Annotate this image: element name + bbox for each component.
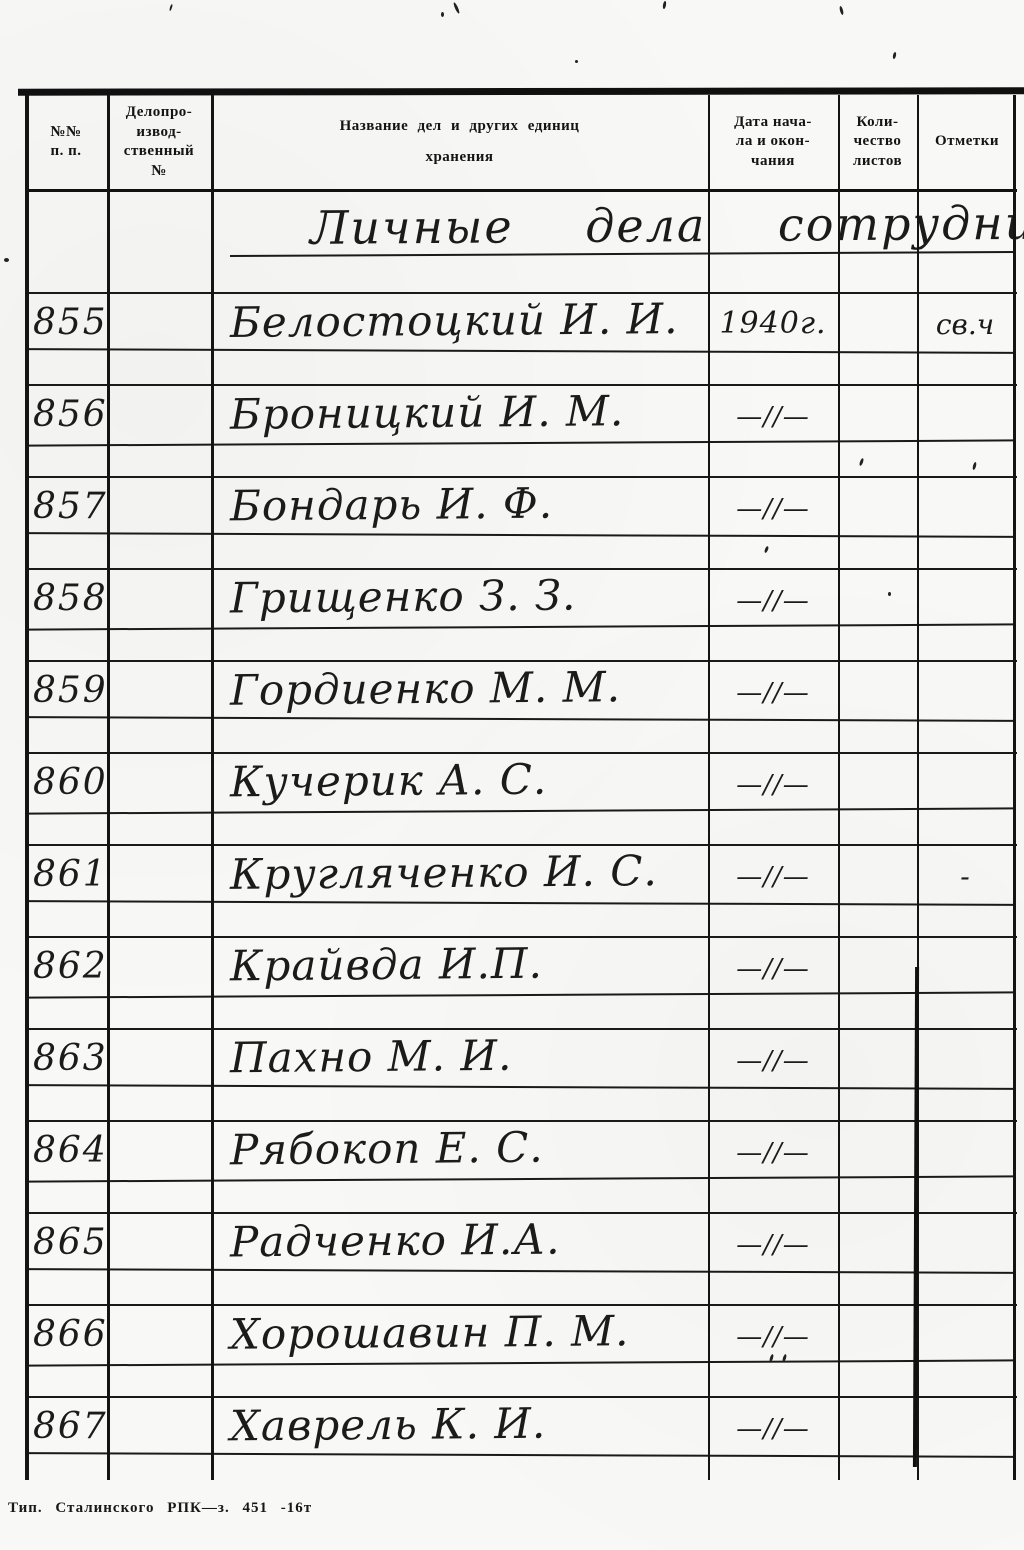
table-left-border [25, 95, 29, 1480]
header-record-number: Делопро- извод- ственный № [123, 104, 195, 179]
row-rule [26, 716, 1016, 722]
row-rule [26, 1084, 1016, 1090]
row-name: Хорошавин П. М. [229, 1306, 630, 1359]
row-number: 859 [33, 670, 108, 711]
row-name: Пахно М. И. [229, 1030, 513, 1083]
row-number: 862 [33, 946, 108, 987]
table-row: 859 Гордиенко М. М. —//— [25, 660, 1017, 752]
row-name: Гордиенко М. М. [229, 662, 622, 715]
row-name: Хаврель К. И. [229, 1398, 547, 1451]
column-divider [107, 95, 110, 1480]
row-number: 866 [33, 1314, 108, 1355]
row-rule [27, 991, 1015, 999]
row-marks: - [960, 860, 970, 893]
row-date: —//— [736, 1322, 810, 1352]
section-title-row: Личные дела сотрудников [25, 192, 1024, 292]
table-right-border [1013, 95, 1016, 1480]
scan-speck [441, 12, 444, 17]
row-rule [27, 623, 1015, 631]
table-row: 861 Кругляченко И. С. —//— - [25, 844, 1017, 936]
row-rule [26, 348, 1016, 354]
table-row: 858 Грищенко З. З. —//— [25, 568, 1017, 660]
row-date: —//— [736, 1138, 810, 1168]
row-date: —//— [736, 770, 810, 800]
table-row: 857 Бондарь И. Ф. —//— [25, 476, 1017, 568]
row-rule [26, 1268, 1016, 1274]
row-name: Крайвда И.П. [229, 938, 544, 991]
scan-speck [575, 60, 578, 63]
column-divider [708, 95, 710, 1480]
table-row: 856 Броницкий И. М. —//— [25, 384, 1017, 476]
row-number: 860 [33, 762, 108, 803]
table-row: 866 Хорошавин П. М. —//— [25, 1304, 1017, 1396]
header-number: №№ п. п. [50, 123, 82, 160]
row-date: —//— [736, 862, 810, 892]
print-shop-imprint: Тип. Сталинского РПК—з. 451 -16т [8, 1500, 313, 1516]
row-date: —//— [736, 402, 810, 432]
row-date: —//— [736, 586, 810, 616]
row-date: 1940г. [719, 306, 827, 341]
row-name: Рябокоп Е. С. [229, 1122, 544, 1175]
header-date: Дата нача- ла и окон- чания [734, 113, 812, 169]
row-name: Кругляченко И. С. [229, 846, 658, 899]
row-name: Броницкий И. М. [229, 386, 625, 439]
column-divider [917, 95, 919, 1480]
row-number: 867 [33, 1406, 108, 1447]
scan-speck [892, 51, 897, 60]
scan-speck [888, 592, 891, 596]
row-rule [27, 439, 1015, 447]
row-name: Кучерик А. С. [229, 754, 548, 807]
row-name: Грищенко З. З. [229, 570, 577, 623]
row-rule [27, 1359, 1015, 1367]
row-rule [26, 900, 1016, 906]
row-number: 865 [33, 1222, 108, 1263]
row-number: 863 [33, 1038, 108, 1079]
table-row: 864 Рябокоп Е. С. —//— [25, 1120, 1017, 1212]
column-divider [211, 95, 214, 1480]
scan-speck [452, 1, 461, 15]
row-date: —//— [736, 954, 810, 984]
row-date: —//— [736, 1230, 810, 1260]
scan-speck [662, 0, 667, 10]
table-header: №№ п. п. Делопро- извод- ственный № Назв… [25, 95, 1017, 192]
row-date: —//— [736, 1046, 810, 1076]
row-rule [27, 807, 1015, 815]
header-marks: Отметки [934, 133, 1000, 150]
table-row: 863 Пахно М. И. —//— [25, 1028, 1017, 1120]
header-sheet-count: Коли- чество листов [852, 113, 903, 169]
row-name: Белостоцкий И. И. [229, 294, 679, 347]
row-date: —//— [736, 678, 810, 708]
row-number: 864 [33, 1130, 108, 1171]
scan-speck [168, 3, 174, 12]
inventory-table: №№ п. п. Делопро- извод- ственный № Назв… [25, 95, 1024, 1480]
scan-speck [838, 5, 845, 16]
row-name: Бондарь И. Ф. [229, 478, 554, 531]
row-number: 858 [33, 578, 108, 619]
row-rule [26, 532, 1016, 538]
table-row: 862 Крайвда И.П. —//— [25, 936, 1017, 1028]
row-date: —//— [736, 494, 810, 524]
header-title: Название дел и других единиц хранения [339, 117, 580, 166]
row-number: 856 [33, 394, 108, 435]
column-divider [838, 95, 840, 1480]
row-rule [26, 1452, 1016, 1458]
row-number: 861 [33, 854, 108, 895]
scan-speck [4, 258, 9, 262]
row-number: 857 [33, 486, 108, 527]
row-number: 855 [33, 302, 108, 343]
row-marks: св.ч [935, 308, 995, 341]
row-name: Радченко И.А. [229, 1214, 561, 1267]
table-row: 860 Кучерик А. С. —//— [25, 752, 1017, 844]
table-row: 867 Хаврель К. И. —//— [25, 1396, 1017, 1488]
table-row: 855 Белостоцкий И. И. 1940г. св.ч [25, 292, 1017, 384]
table-body: Личные дела сотрудников 855 Белостоцкий … [25, 192, 1024, 1488]
row-date: —//— [736, 1414, 810, 1444]
row-rule [27, 1175, 1015, 1183]
table-row: 865 Радченко И.А. —//— [25, 1212, 1017, 1304]
